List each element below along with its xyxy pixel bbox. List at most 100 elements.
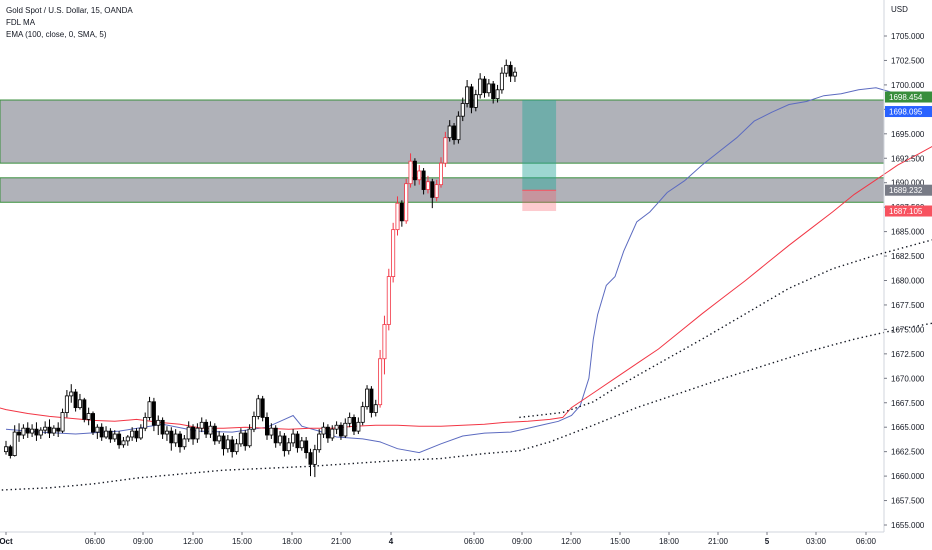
series-line-3 (519, 239, 932, 419)
badge-upper-zone-bg[interactable] (885, 91, 932, 103)
candle-body-52 (230, 439, 235, 453)
candle-body-67 (295, 433, 300, 449)
price-tick-label-19: 1657.500 (891, 497, 925, 506)
candle-body-71 (312, 449, 317, 465)
time-tick-label-14: 5 (765, 537, 770, 546)
candle-body-53 (234, 443, 239, 453)
position-target-area[interactable] (522, 100, 557, 191)
time-tick-label-1: 06:00 (85, 537, 106, 546)
candle-body-78 (343, 422, 348, 437)
legend-indicator-ema[interactable]: EMA (100, close, 0, SMA, 5) (6, 30, 107, 39)
candle-body-58 (256, 398, 261, 417)
candle-body-93 (408, 160, 413, 185)
candle-body-19 (86, 413, 91, 420)
zone-rect-1[interactable] (0, 99, 885, 164)
candle-body-94 (412, 160, 417, 181)
candle-body-31 (138, 427, 143, 439)
time-tick-label-0: Oct (0, 537, 13, 546)
candle-body-38 (169, 430, 174, 444)
price-axis-currency: USD (891, 5, 908, 14)
badge-stop[interactable]: 1687.105 (889, 207, 923, 216)
position-stop-area[interactable] (522, 190, 557, 212)
candle-body-40 (177, 433, 182, 448)
candle-body-114 (499, 72, 504, 91)
legend-indicator-fdl[interactable]: FDL MA (6, 18, 36, 27)
candle-body-76 (334, 424, 339, 430)
candle-body-30 (134, 430, 139, 439)
candle-body-54 (238, 432, 243, 445)
candle-body-115 (504, 64, 509, 74)
price-tick-label-17: 1662.500 (891, 448, 925, 457)
candle-body-26 (117, 433, 122, 446)
price-tick-label-13: 1672.500 (891, 350, 925, 359)
candle-body-12 (56, 427, 61, 432)
candle-body-99 (434, 184, 439, 198)
badge-lower-zone-bg[interactable] (885, 184, 932, 196)
time-tick-label-2: 09:00 (133, 537, 154, 546)
candle-body-6 (30, 428, 35, 434)
candle-body-92 (404, 183, 409, 222)
candle-body-39 (173, 433, 178, 444)
candle-body-14 (64, 395, 69, 413)
time-tick-label-11: 15:00 (610, 537, 631, 546)
candle-body-105 (460, 103, 465, 117)
candle-body-23 (104, 430, 109, 438)
candle-body-33 (147, 401, 152, 418)
candle-body-15 (69, 391, 74, 397)
price-tick-label-8: 1685.000 (891, 228, 925, 237)
candle-body-90 (395, 202, 400, 231)
badge-stop-bg[interactable] (885, 205, 932, 217)
candle-body-112 (491, 83, 496, 99)
candle-body-2 (12, 431, 17, 456)
long-position-tool[interactable] (522, 100, 557, 212)
candle-body-21 (95, 426, 100, 433)
candle-body-62 (273, 427, 278, 444)
series-line-1 (5, 87, 932, 454)
badge-upper-zone[interactable]: 1698.454 (889, 93, 923, 102)
badge-last-price-bg[interactable] (885, 106, 932, 118)
price-tick-label-2: 1700.000 (891, 81, 925, 90)
candle-body-103 (452, 125, 457, 141)
price-tick-label-12: 1675.000 (891, 325, 925, 334)
price-tick-label-9: 1682.500 (891, 252, 925, 261)
candle-body-88 (386, 276, 391, 325)
candle-body-107 (469, 86, 474, 108)
candle-body-34 (151, 401, 156, 426)
time-tick-label-13: 21:00 (708, 537, 729, 546)
badge-lower-zone[interactable]: 1689.232 (889, 186, 923, 195)
price-tick-label-16: 1665.000 (891, 423, 925, 432)
legend-title[interactable]: Gold Spot / U.S. Dollar, 15, OANDA (6, 6, 133, 15)
candle-body-102 (447, 125, 452, 139)
badge-countdown: 01:03 (889, 119, 910, 128)
support-resistance-zones[interactable] (0, 99, 885, 203)
candle-body-18 (82, 399, 87, 420)
candle-body-106 (465, 86, 470, 104)
candle-body-80 (351, 417, 356, 432)
candle-body-84 (369, 388, 374, 413)
candle-body-0 (4, 446, 9, 453)
price-tick-label-20: 1655.000 (891, 521, 925, 530)
candle-body-13 (60, 412, 65, 432)
badge-last-price[interactable]: 1698.095 (889, 108, 923, 117)
candle-body-37 (164, 430, 169, 435)
candle-body-66 (291, 433, 296, 444)
candle-body-56 (247, 428, 252, 447)
candle-body-83 (365, 388, 370, 408)
candle-body-3 (17, 431, 22, 436)
candle-body-86 (378, 358, 383, 406)
candles (4, 59, 517, 478)
candle-body-43 (191, 426, 196, 440)
price-tick-label-4: 1695.000 (891, 130, 925, 139)
candle-body-41 (182, 438, 187, 448)
candle-body-57 (251, 416, 256, 430)
time-tick-label-16: 06:00 (856, 537, 877, 546)
time-tick-label-9: 09:00 (512, 537, 533, 546)
price-tick-label-18: 1660.000 (891, 472, 925, 481)
candle-body-97 (425, 181, 430, 190)
candle-body-89 (391, 229, 396, 277)
time-tick-label-10: 12:00 (561, 537, 582, 546)
price-tick-label-0: 1705.000 (891, 32, 925, 41)
candle-body-17 (77, 399, 82, 409)
candle-body-109 (478, 78, 483, 96)
